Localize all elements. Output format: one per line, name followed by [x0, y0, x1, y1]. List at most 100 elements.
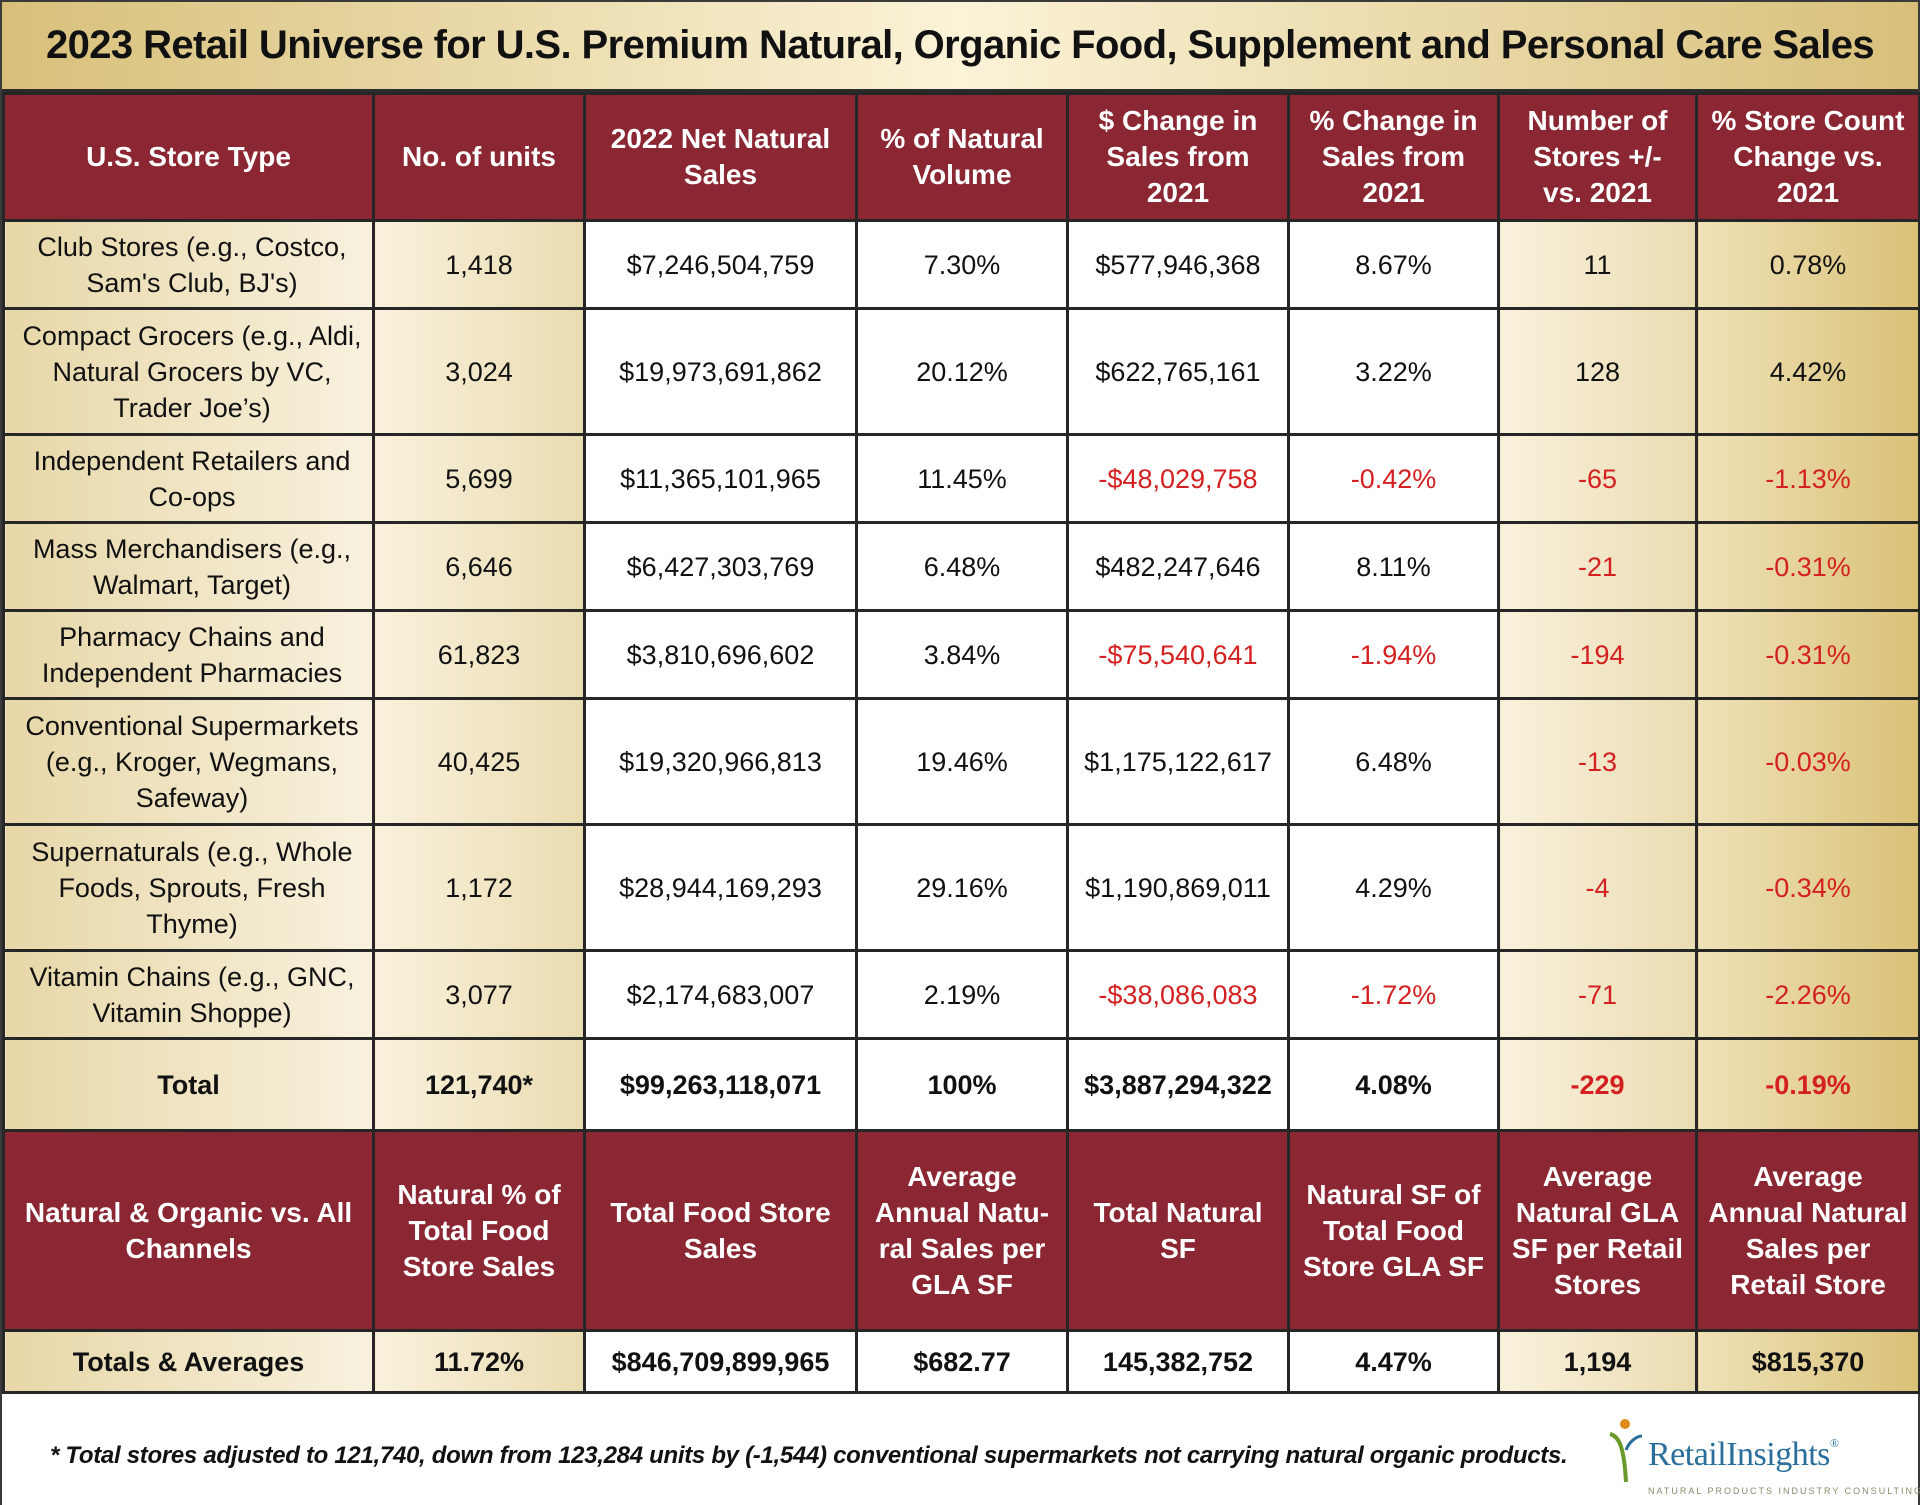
header2-total-food-sales: Total Food Store Sales [583, 1129, 858, 1332]
totals-avg-sales-per-store: $815,370 [1695, 1329, 1920, 1394]
table-header-row: U.S. Store Type No. of units 2022 Net Na… [2, 92, 1920, 222]
header-units: No. of units [372, 92, 586, 222]
pct-store-change-cell: -0.34% [1695, 823, 1920, 952]
header2-avg-sales-per-store: Average Annual Natural Sales per Retail … [1695, 1129, 1920, 1332]
store-type-cell: Independent Retailers and Co-ops [2, 433, 375, 524]
logo-leaf-icon [1609, 1419, 1643, 1483]
table-row: Compact Grocers (e.g., Aldi, Natural Gro… [2, 307, 1920, 436]
pct-change-cell: 4.29% [1287, 823, 1500, 952]
store-type-cell: Pharmacy Chains and Independent Pharmaci… [2, 609, 375, 700]
header-pct-volume: % of Natural Volume [855, 92, 1069, 222]
header2-channels: Natural & Organic vs. All Channels [2, 1129, 375, 1332]
totals-food-sales: $846,709,899,965 [583, 1329, 858, 1394]
total-dollar-change: $3,887,294,322 [1066, 1037, 1290, 1132]
pct-volume-cell: 6.48% [855, 521, 1069, 612]
total-pct-store-change: -0.19% [1695, 1037, 1920, 1132]
stores-change-cell: 11 [1497, 219, 1698, 310]
table-row: Club Stores (e.g., Costco, Sam's Club, B… [2, 219, 1920, 310]
header2-total-natural-sf: Total Natural SF [1066, 1129, 1290, 1332]
pct-change-cell: 3.22% [1287, 307, 1500, 436]
total-label: Total [2, 1037, 375, 1132]
pct-change-cell: -0.42% [1287, 433, 1500, 524]
units-cell: 1,418 [372, 219, 586, 310]
page-title: 2023 Retail Universe for U.S. Premium Na… [45, 23, 1875, 67]
header2-natural-pct: Natural % of Total Food Store Sales [372, 1129, 586, 1332]
pct-change-cell: 6.48% [1287, 697, 1500, 826]
stores-change-cell: -13 [1497, 697, 1698, 826]
header-pct-store-change: % Store Count Change vs. 2021 [1695, 92, 1920, 222]
units-cell: 5,699 [372, 433, 586, 524]
stores-change-cell: -65 [1497, 433, 1698, 524]
header-net-sales: 2022 Net Natural Sales [583, 92, 858, 222]
pct-store-change-cell: -0.31% [1695, 609, 1920, 700]
logo-text: RetailInsights® [1648, 1436, 1839, 1474]
units-cell: 6,646 [372, 521, 586, 612]
dollar-change-cell: -$75,540,641 [1066, 609, 1290, 700]
pct-store-change-cell: -0.03% [1695, 697, 1920, 826]
net-sales-cell: $6,427,303,769 [583, 521, 858, 612]
dollar-change-cell: $622,765,161 [1066, 307, 1290, 436]
units-cell: 3,024 [372, 307, 586, 436]
table-row: Vitamin Chains (e.g., GNC, Vitamin Shopp… [2, 949, 1920, 1040]
net-sales-cell: $2,174,683,007 [583, 949, 858, 1040]
pct-volume-cell: 29.16% [855, 823, 1069, 952]
pct-store-change-cell: -1.13% [1695, 433, 1920, 524]
logo-tm: ® [1829, 1436, 1839, 1450]
pct-change-cell: 8.11% [1287, 521, 1500, 612]
table-row: Supernaturals (e.g., Whole Foods, Sprout… [2, 823, 1920, 952]
stores-change-cell: -194 [1497, 609, 1698, 700]
pct-volume-cell: 3.84% [855, 609, 1069, 700]
net-sales-cell: $3,810,696,602 [583, 609, 858, 700]
footer: * Total stores adjusted to 121,740, down… [2, 1402, 1920, 1505]
header-dollar-change: $ Change in Sales from 2021 [1066, 92, 1290, 222]
pct-change-cell: -1.94% [1287, 609, 1500, 700]
dollar-change-cell: $577,946,368 [1066, 219, 1290, 310]
header2-natural-sf-share: Natural SF of Total Food Store GLA SF [1287, 1129, 1500, 1332]
net-sales-cell: $28,944,169,293 [583, 823, 858, 952]
totals-averages-row: Totals & Averages 11.72% $846,709,899,96… [2, 1329, 1920, 1394]
footnote: * Total stores adjusted to 121,740, down… [50, 1442, 1568, 1469]
stores-change-cell: -71 [1497, 949, 1698, 1040]
pct-volume-cell: 19.46% [855, 697, 1069, 826]
channel-header-row: Natural & Organic vs. All Channels Natur… [2, 1129, 1920, 1332]
units-cell: 61,823 [372, 609, 586, 700]
net-sales-cell: $7,246,504,759 [583, 219, 858, 310]
total-pct-change: 4.08% [1287, 1037, 1500, 1132]
total-net-sales: $99,263,118,071 [583, 1037, 858, 1132]
totals-natural-sf-share: 4.47% [1287, 1329, 1500, 1394]
header2-avg-sales-per-sf: Average Annual Natu-ral Sales per GLA SF [855, 1129, 1069, 1332]
retail-universe-table: U.S. Store Type No. of units 2022 Net Na… [2, 92, 1920, 1394]
pct-volume-cell: 11.45% [855, 433, 1069, 524]
store-type-cell: Club Stores (e.g., Costco, Sam's Club, B… [2, 219, 375, 310]
pct-store-change-cell: -0.31% [1695, 521, 1920, 612]
net-sales-cell: $11,365,101,965 [583, 433, 858, 524]
pct-volume-cell: 2.19% [855, 949, 1069, 1040]
retail-insights-logo: RetailInsights® NATURAL PRODUCTS INDUSTR… [1604, 1414, 1920, 1502]
stores-change-cell: -21 [1497, 521, 1698, 612]
store-type-cell: Conventional Supermarkets (e.g., Kroger,… [2, 697, 375, 826]
store-type-cell: Compact Grocers (e.g., Aldi, Natural Gro… [2, 307, 375, 436]
pct-store-change-cell: -2.26% [1695, 949, 1920, 1040]
dollar-change-cell: -$38,086,083 [1066, 949, 1290, 1040]
table-row: Independent Retailers and Co-ops 5,699 $… [2, 433, 1920, 524]
store-type-cell: Vitamin Chains (e.g., GNC, Vitamin Shopp… [2, 949, 375, 1040]
table-row: Pharmacy Chains and Independent Pharmaci… [2, 609, 1920, 700]
total-stores-change: -229 [1497, 1037, 1698, 1132]
totals-natural-pct: 11.72% [372, 1329, 586, 1394]
pct-store-change-cell: 4.42% [1695, 307, 1920, 436]
totals-averages-label: Totals & Averages [2, 1329, 375, 1394]
header2-avg-gla-sf: Average Natural GLA SF per Retail Stores [1497, 1129, 1698, 1332]
units-cell: 1,172 [372, 823, 586, 952]
pct-volume-cell: 7.30% [855, 219, 1069, 310]
header-stores-change: Number of Stores +/- vs. 2021 [1497, 92, 1698, 222]
title-bar: 2023 Retail Universe for U.S. Premium Na… [2, 2, 1918, 92]
header-store-type: U.S. Store Type [2, 92, 375, 222]
pct-volume-cell: 20.12% [855, 307, 1069, 436]
table-row: Conventional Supermarkets (e.g., Kroger,… [2, 697, 1920, 826]
net-sales-cell: $19,973,691,862 [583, 307, 858, 436]
totals-avg-sales-per-sf: $682.77 [855, 1329, 1069, 1394]
stores-change-cell: 128 [1497, 307, 1698, 436]
logo-name: RetailInsights [1648, 1436, 1830, 1473]
dollar-change-cell: $1,190,869,011 [1066, 823, 1290, 952]
